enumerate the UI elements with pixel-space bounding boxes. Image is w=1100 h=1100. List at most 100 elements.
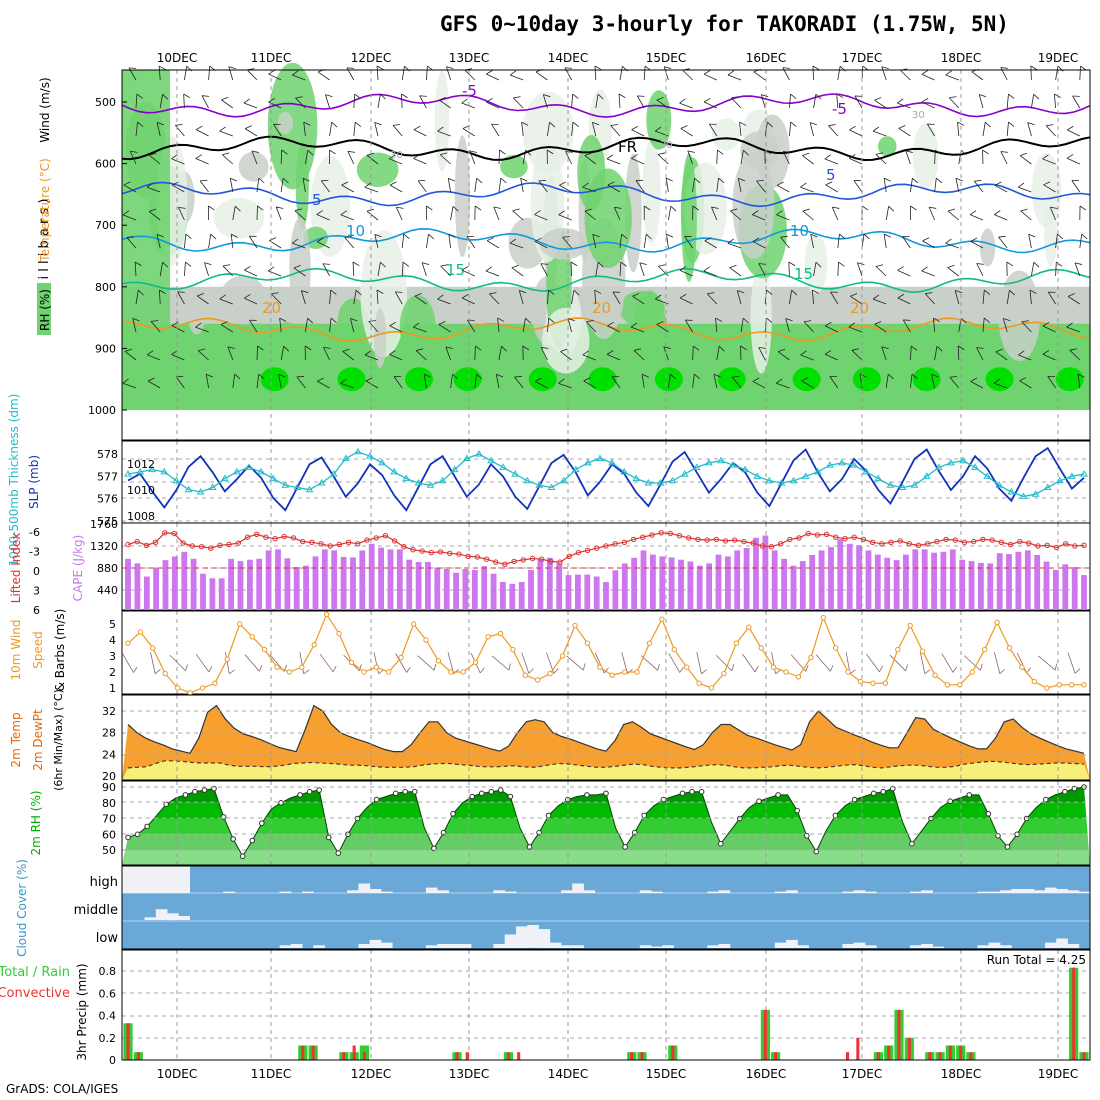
barb-flag [684,235,692,237]
barb-staff [704,240,718,249]
y-tick-label: 0.4 [99,1010,117,1023]
barb-flag [857,262,865,265]
barb-staff [837,234,840,249]
barb-staff [440,265,451,277]
wind-barb [461,293,475,305]
barb-staff [353,122,356,137]
cape-bar [659,556,666,610]
rh2m-marker [985,811,992,817]
barb-flag [388,154,396,160]
barb-flag [437,294,444,300]
barb-flag [365,377,373,382]
wind-barb [643,233,652,249]
barb-flag [124,348,132,352]
barb-flag [582,663,586,671]
li-marker [814,532,821,538]
wind-barb [364,182,379,193]
barb-staff [594,290,597,305]
rh-saturated-patch [717,367,746,392]
barb-flag [508,663,511,671]
barb-flag [358,664,362,671]
barb-flag [936,177,943,184]
barb-staff [679,297,693,305]
wind-barb [292,70,306,81]
barb-flag [993,378,1001,384]
barb-staff [244,269,258,277]
wind-speed-marker [1044,685,1050,691]
thickness-marker [850,461,858,468]
barb-staff [469,150,476,165]
wind-barb [586,320,597,333]
barb-staff [619,262,622,277]
barb-flag [380,93,386,100]
barb-staff [228,66,234,81]
wind-barb [509,238,524,249]
wind-barb [461,98,475,109]
rh2m-marker [679,790,686,797]
wind-barb [401,261,410,277]
barb-staff [547,122,550,137]
wind-barb [994,210,1008,221]
thickness-marker [741,465,750,473]
barb-flag [296,376,305,378]
cloud-bar-high [921,890,933,893]
barb-staff [1019,380,1032,389]
cape-bar [237,561,244,610]
wind-barb [146,182,161,193]
thickness-marker [571,465,580,473]
barb-staff [324,94,330,109]
barb-staff [521,652,530,674]
barb-staff [319,653,334,673]
wind-speed-marker [361,669,367,675]
thickness-marker [886,481,895,488]
barb-staff [1031,262,1035,277]
cloud-bar-high [178,866,190,893]
wind-barb [547,121,556,137]
barb-staff [947,267,960,277]
barb-staff [803,321,814,333]
wind-barb [872,126,887,137]
barb-staff [976,347,984,361]
cape-bar [1043,561,1050,610]
wind-barb [229,177,238,193]
li-marker [704,537,710,543]
wind-barb [462,125,476,137]
barb-flag [1033,93,1040,100]
rh2m-marker [584,792,590,798]
precip-conv-bar [465,1052,469,1060]
wind-barb [1042,350,1056,361]
barb-staff [595,262,599,277]
barb-flag [656,321,664,325]
barb-flag [872,294,880,300]
cloud-bar-low [864,945,877,948]
barb-staff [280,178,284,193]
barb-flag [364,182,371,188]
barb-flag [1056,261,1063,267]
wind-barb [934,177,943,193]
barb-staff [303,122,306,137]
barb-staff [849,157,863,165]
barb-flag [219,294,226,300]
barb-flag [572,121,579,127]
barb-staff [366,155,379,165]
rh2m-marker [851,796,858,803]
barb-flag [347,150,356,153]
barb-staff [317,380,330,389]
wind-barb [1055,261,1063,277]
wind-barb [195,125,209,137]
barb-staff [558,214,572,221]
wind-barb [812,65,820,81]
y-tick-label: 90 [102,781,116,794]
barb-staff [158,66,161,81]
wind-barb [1019,377,1032,389]
barb-flag [884,233,891,238]
wind-barb [122,378,137,389]
barb-staff [374,234,379,249]
wind-barb [437,126,451,137]
barb-flag [380,261,386,268]
precip-legend-conv: Convective [0,986,70,1001]
barb-flag [558,378,565,384]
wind-speed-marker [870,680,876,686]
cloud-bar-high [561,890,573,893]
barb-flag [520,177,528,182]
